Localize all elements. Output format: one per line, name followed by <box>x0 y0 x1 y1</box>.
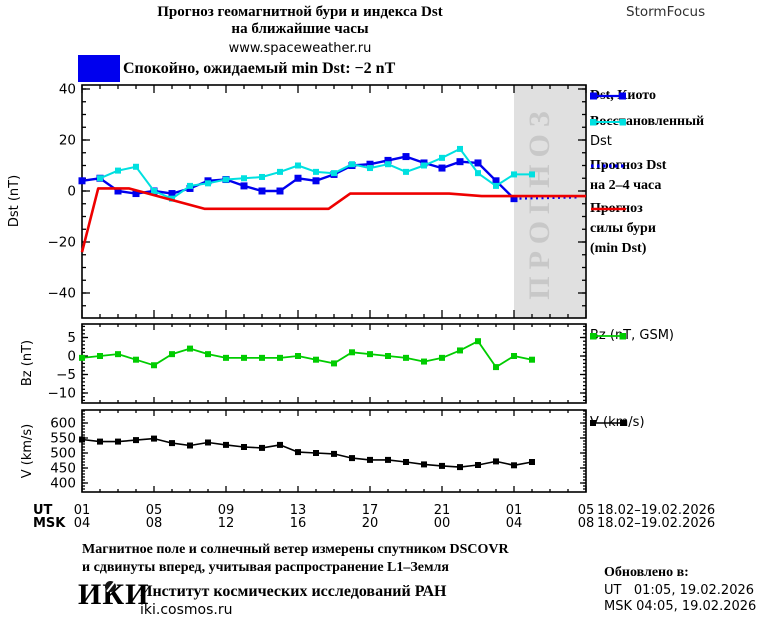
msk-tick-label: 12 <box>218 516 235 531</box>
msk-tick-label: 20 <box>362 516 379 531</box>
updated-at-label: Обновлено в: <box>604 565 689 580</box>
legend-label-forecast-dst-line2: на 2–4 часа <box>590 178 662 193</box>
y-tick-label: −20 <box>48 235 77 251</box>
dst-panel: ПРОГНОЗ 40 20 0 −20 −40 <box>48 82 587 319</box>
storm-status-text: Спокойно, ожидаемый min Dst: −2 nT <box>123 60 396 77</box>
ut-tick-label: 09 <box>218 503 235 518</box>
series-forecast-storm <box>80 187 586 253</box>
y-tick-label: 0 <box>67 349 76 365</box>
msk-date-range: 18.02–19.02.2026 <box>597 516 715 531</box>
website-link: www.spaceweather.ru <box>228 41 372 56</box>
series-restored-dst <box>97 145 535 202</box>
y-tick-label: 40 <box>59 82 76 98</box>
legend-label-forecast-dst-line1: Прогноз Dst <box>590 158 667 173</box>
y-tick-label: −40 <box>48 286 77 302</box>
data-source-note-line2: и сдвинуты вперед, учитывая распростране… <box>82 560 449 575</box>
msk-tick-label: 04 <box>74 516 91 531</box>
y-tick-label: 20 <box>59 133 76 149</box>
institute-site-link: iki.cosmos.ru <box>140 602 233 618</box>
page-title-line2: на ближайшие часы <box>231 21 369 37</box>
data-source-note-line1: Магнитное поле и солнечный ветер измерен… <box>82 542 509 557</box>
ut-tick-label: 13 <box>290 503 307 518</box>
series-v <box>79 435 535 471</box>
institute-name: Институт космических исследований РАН <box>140 583 447 600</box>
msk-row-label: MSK <box>33 516 66 531</box>
msk-tick-label: 08 <box>578 516 595 531</box>
msk-tick-label: 16 <box>290 516 307 531</box>
bz-panel: 5 0 −5 −10 <box>48 323 587 404</box>
legend-label-storm-line2: силы бури <box>590 221 656 236</box>
panel-border <box>81 84 587 319</box>
ut-tick-label: 01 <box>506 503 523 518</box>
msk-tick-label: 00 <box>434 516 451 531</box>
series-bz <box>79 338 535 371</box>
page-title-line1: Прогноз геомагнитной бури и индекса Dst <box>157 4 443 20</box>
storm-level-swatch <box>78 55 120 82</box>
legend-label-storm-line3: (min Dst) <box>590 241 647 256</box>
ut-row-label: UT <box>33 503 53 518</box>
ut-date-range: 18.02–19.02.2026 <box>597 503 715 518</box>
legend-label-bz: Bz (nT, GSM) <box>590 328 675 343</box>
legend-item-forecast-storm: Прогноз силы бури (min Dst) <box>590 199 656 259</box>
forecast-storm-line-icon <box>591 207 626 211</box>
updated-at-msk: MSK 04:05, 19.02.2026 <box>604 599 757 614</box>
dst-kyoto-line-icon <box>590 92 626 100</box>
y-tick-label: 500 <box>50 446 76 462</box>
v-axis-label: V (km/s) <box>20 423 35 479</box>
legend-label-restored-line1: Восстановленный <box>590 114 705 129</box>
forecast-dst-dotted-line-icon <box>591 164 626 168</box>
y-tick-label: 5 <box>67 330 76 346</box>
bz-line-icon <box>590 333 626 340</box>
legend-item-bz: Bz (nT, GSM) <box>590 326 674 346</box>
y-tick-label: 550 <box>50 431 76 447</box>
legend-item-dst-kyoto: Dst, Киото <box>590 86 656 106</box>
x-axis-labels: UTMSK0104050809121316172021000104050818.… <box>33 503 715 531</box>
brand-label: StormFocus <box>626 4 706 20</box>
legend-item-forecast-dst: Прогноз Dst на 2–4 часа <box>590 156 666 196</box>
updated-at-ut: UT 01:05, 19.02.2026 <box>604 583 755 598</box>
y-tick-label: 400 <box>50 476 76 492</box>
ut-tick-label: 05 <box>146 503 163 518</box>
y-tick-label: 0 <box>67 184 76 200</box>
forecast-band-label: ПРОГНОЗ <box>523 104 556 299</box>
legend-item-v: V (km/s) <box>590 413 645 433</box>
axis-ticks <box>81 85 587 318</box>
restored-dst-line-icon <box>590 119 626 126</box>
forecast-band <box>514 85 586 318</box>
ut-tick-label: 17 <box>362 503 379 518</box>
legend-item-restored-dst: Восстановленный Dst <box>590 112 704 152</box>
y-tick-label: −10 <box>48 386 77 402</box>
axis-ticks <box>81 410 587 492</box>
y-tick-label: −5 <box>56 367 76 383</box>
y-tick-label: 450 <box>50 461 76 477</box>
ut-tick-label: 21 <box>434 503 451 518</box>
chart-canvas: ПРОГНОЗ 40 20 0 −20 −40 5 0 −5 −10 600550500450400… <box>33 82 715 532</box>
msk-tick-label: 04 <box>506 516 523 531</box>
ut-tick-label: 01 <box>74 503 91 518</box>
msk-tick-label: 08 <box>146 516 163 531</box>
ut-tick-label: 05 <box>578 503 595 518</box>
dst-axis-label: Dst (nT) <box>7 174 22 228</box>
legend-label-restored-line2: Dst <box>590 134 612 149</box>
y-tick-label: 600 <box>50 416 76 432</box>
page-header: Прогноз геомагнитной бури и индекса Dst … <box>100 4 500 57</box>
iki-logo-circle-icon <box>105 580 116 593</box>
v-line-icon <box>590 420 626 426</box>
